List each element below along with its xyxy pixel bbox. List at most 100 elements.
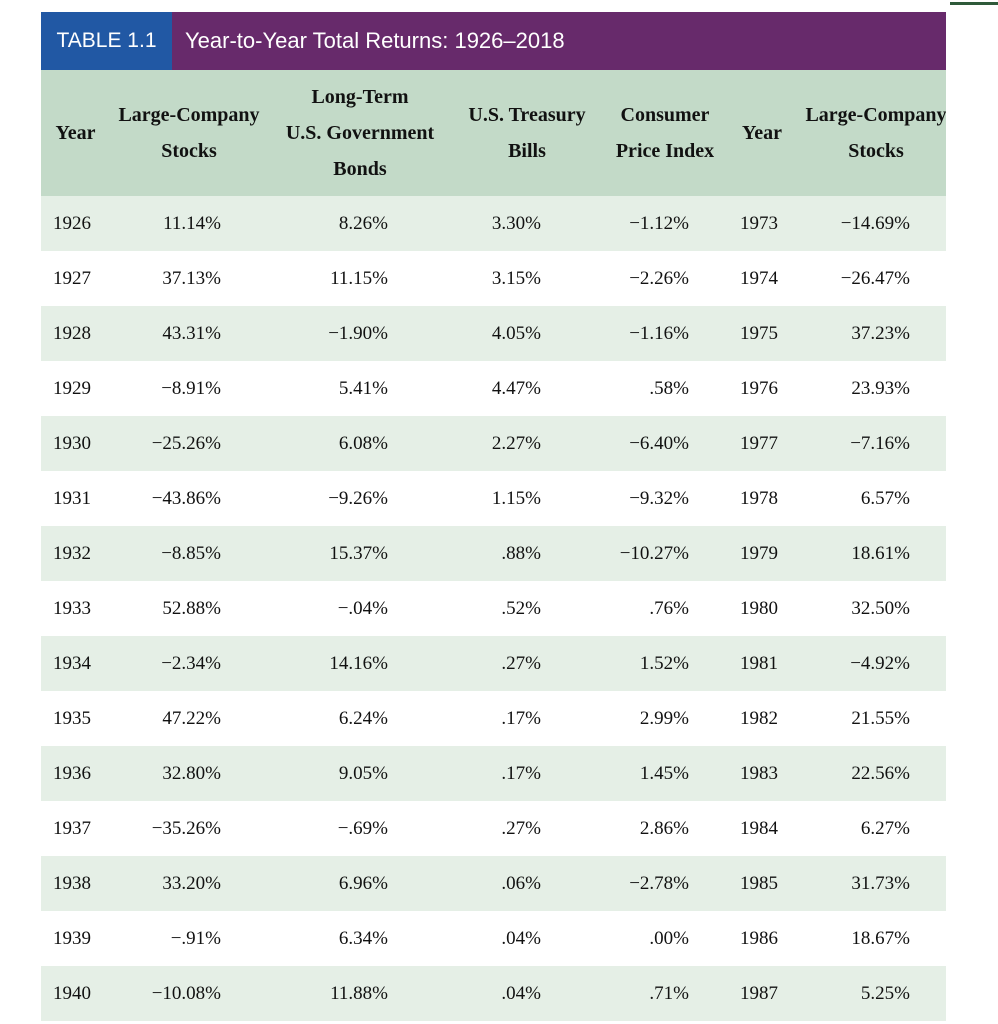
- cell-year: 1926: [53, 212, 91, 234]
- cell-large-company-stocks-2: 32.50%: [851, 597, 910, 619]
- table-row: 1929 −8.91% 5.41% 4.47% .58% 1976 23.93%: [41, 361, 946, 416]
- cell-large-company-stocks: 43.31%: [162, 322, 221, 344]
- cell-large-company-stocks: 52.88%: [162, 597, 221, 619]
- cell-large-company-stocks-2: 21.55%: [851, 707, 910, 729]
- cell-large-company-stocks: −43.86%: [151, 487, 221, 509]
- table-row: 1931 −43.86% −9.26% 1.15% −9.32% 1978 6.57%: [41, 471, 946, 526]
- cell-treasury-bills: 2.27%: [491, 432, 541, 454]
- cell-long-term-bonds: −1.90%: [328, 322, 388, 344]
- cell-cpi: .00%: [649, 927, 689, 949]
- cell-long-term-bonds: 6.08%: [338, 432, 388, 454]
- cell-cpi: 1.45%: [639, 762, 689, 784]
- cell-year: 1933: [53, 597, 91, 619]
- table-row: 1938 33.20% 6.96% .06% −2.78% 1985 31.73%: [41, 856, 946, 911]
- cell-long-term-bonds: −.69%: [337, 817, 388, 839]
- cell-treasury-bills: .06%: [501, 872, 541, 894]
- table-row: 1934 −2.34% 14.16% .27% 1.52% 1981 −4.92%: [41, 636, 946, 691]
- cell-cpi: −2.78%: [629, 872, 689, 894]
- cell-large-company-stocks: −8.85%: [161, 542, 221, 564]
- cell-cpi: −9.32%: [629, 487, 689, 509]
- cell-treasury-bills: .04%: [501, 982, 541, 1004]
- cell-large-company-stocks: −10.08%: [151, 982, 221, 1004]
- header-year: Year: [55, 122, 96, 144]
- table-row: 1926 11.14% 8.26% 3.30% −1.12% 1973 −14.69%: [41, 196, 946, 251]
- cell-large-company-stocks-2: 5.25%: [860, 982, 910, 1004]
- cell-long-term-bonds: −.04%: [337, 597, 388, 619]
- cell-treasury-bills: 4.05%: [491, 322, 541, 344]
- cell-treasury-bills: .52%: [501, 597, 541, 619]
- cell-year-2: 1980: [740, 597, 778, 619]
- cell-treasury-bills: .27%: [501, 817, 541, 839]
- cell-year-2: 1978: [740, 487, 778, 509]
- cell-large-company-stocks: −35.26%: [151, 817, 221, 839]
- cell-cpi: −2.26%: [629, 267, 689, 289]
- table-title-bar: TABLE 1.1 Year-to-Year Total Returns: 19…: [41, 12, 946, 70]
- table-row: 1937 −35.26% −.69% .27% 2.86% 1984 6.27%: [41, 801, 946, 856]
- table-label: TABLE 1.1: [41, 12, 172, 70]
- cell-cpi: 2.99%: [639, 707, 689, 729]
- table-row: 1930 −25.26% 6.08% 2.27% −6.40% 1977 −7.16%: [41, 416, 946, 471]
- header-treasury-bills: U.S. Treasury Bills: [468, 104, 586, 162]
- table-row: 1928 43.31% −1.90% 4.05% −1.16% 1975 37.23%: [41, 306, 946, 361]
- cell-year: 1940: [53, 982, 91, 1004]
- cell-year: 1939: [53, 927, 91, 949]
- cell-long-term-bonds: 9.05%: [338, 762, 388, 784]
- cell-year-2: 1974: [740, 267, 778, 289]
- cell-long-term-bonds: 8.26%: [338, 212, 388, 234]
- cell-long-term-bonds: 6.24%: [338, 707, 388, 729]
- cell-cpi: −1.16%: [629, 322, 689, 344]
- cell-large-company-stocks-2: 18.67%: [851, 927, 910, 949]
- returns-table: TABLE 1.1 Year-to-Year Total Returns: 19…: [41, 12, 946, 1021]
- cell-treasury-bills: .17%: [501, 707, 541, 729]
- table-row: 1927 37.13% 11.15% 3.15% −2.26% 1974 −26.47%: [41, 251, 946, 306]
- cell-year: 1934: [53, 652, 91, 674]
- cell-year-2: 1977: [740, 432, 778, 454]
- cell-cpi: .76%: [649, 597, 689, 619]
- cell-year: 1935: [53, 707, 91, 729]
- cell-year: 1938: [53, 872, 91, 894]
- cell-large-company-stocks: −25.26%: [151, 432, 221, 454]
- cell-treasury-bills: 1.15%: [491, 487, 541, 509]
- cell-large-company-stocks: 11.14%: [163, 212, 221, 234]
- cell-treasury-bills: .27%: [501, 652, 541, 674]
- header-large-company-stocks: Large-Company Stocks: [118, 104, 260, 162]
- cell-treasury-bills: 4.47%: [491, 377, 541, 399]
- cell-year: 1932: [53, 542, 91, 564]
- cell-year-2: 1979: [740, 542, 778, 564]
- cell-year: 1928: [53, 322, 91, 344]
- cell-year: 1937: [53, 817, 91, 839]
- table-row: 1940 −10.08% 11.88% .04% .71% 1987 5.25%: [41, 966, 946, 1021]
- header-year-2: Year: [742, 122, 782, 144]
- cell-large-company-stocks-2: −7.16%: [850, 432, 910, 454]
- cell-large-company-stocks-2: 18.61%: [851, 542, 910, 564]
- cell-large-company-stocks-2: −14.69%: [840, 212, 910, 234]
- window-edge-divider: [950, 2, 998, 5]
- cell-long-term-bonds: 14.16%: [329, 652, 388, 674]
- cell-cpi: .58%: [649, 377, 689, 399]
- cell-year-2: 1985: [740, 872, 778, 894]
- cell-year-2: 1973: [740, 212, 778, 234]
- cell-cpi: −6.40%: [629, 432, 689, 454]
- table-row: 1939 −.91% 6.34% .04% .00% 1986 18.67%: [41, 911, 946, 966]
- cell-large-company-stocks: 47.22%: [162, 707, 221, 729]
- cell-large-company-stocks-2: 31.73%: [851, 872, 910, 894]
- cell-long-term-bonds: 11.88%: [330, 982, 388, 1004]
- table-body: 1926 11.14% 8.26% 3.30% −1.12% 1973 −14.69% 192…: [41, 196, 946, 1021]
- cell-large-company-stocks: −.91%: [170, 927, 221, 949]
- cell-large-company-stocks: 37.13%: [162, 267, 221, 289]
- cell-year: 1929: [53, 377, 91, 399]
- cell-large-company-stocks: 33.20%: [162, 872, 221, 894]
- table-header: Year Large-Company Stocks Long-Term U.S.…: [41, 70, 946, 196]
- cell-large-company-stocks-2: 6.27%: [860, 817, 910, 839]
- cell-long-term-bonds: 15.37%: [329, 542, 388, 564]
- cell-cpi: −10.27%: [619, 542, 689, 564]
- cell-long-term-bonds: −9.26%: [328, 487, 388, 509]
- cell-large-company-stocks: −8.91%: [161, 377, 221, 399]
- cell-cpi: 2.86%: [639, 817, 689, 839]
- cell-large-company-stocks-2: 23.93%: [851, 377, 910, 399]
- cell-long-term-bonds: 11.15%: [330, 267, 388, 289]
- cell-year-2: 1975: [740, 322, 778, 344]
- header-large-company-stocks-2: Large-Company Stocks: [805, 104, 946, 162]
- cell-year-2: 1981: [740, 652, 778, 674]
- table-row: 1933 52.88% −.04% .52% .76% 1980 32.50%: [41, 581, 946, 636]
